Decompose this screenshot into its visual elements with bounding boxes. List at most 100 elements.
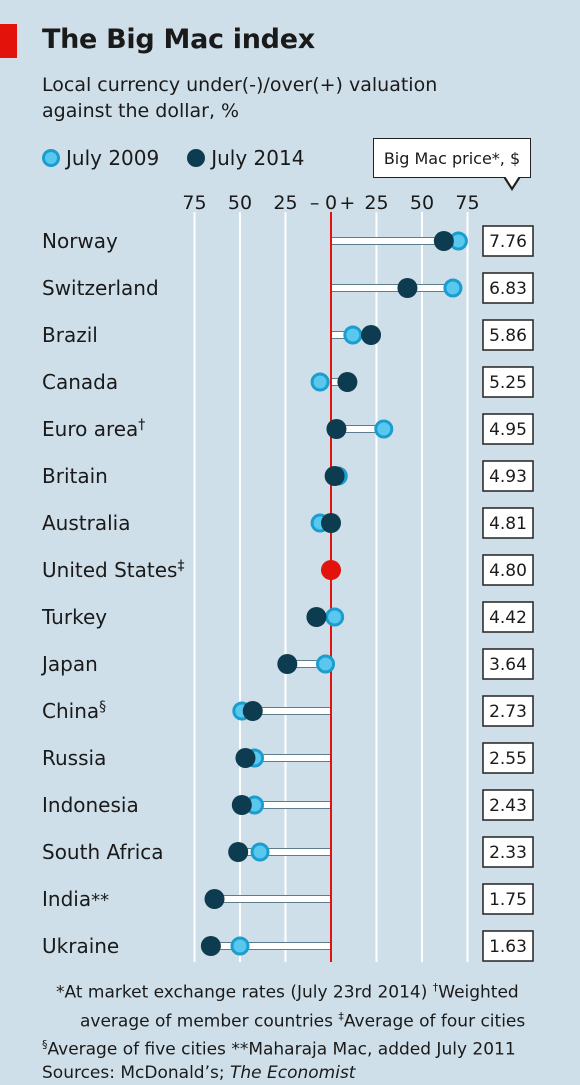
dot-2014: [326, 419, 347, 439]
price-value: 4.93: [489, 467, 527, 487]
price-box: [482, 366, 534, 398]
dot-2014: [361, 325, 382, 345]
dot-2014: [200, 936, 221, 956]
country-label: Turkey: [41, 605, 107, 629]
price-value: 3.64: [489, 655, 527, 675]
dot-us: [321, 560, 341, 580]
circle-icon-2014: [187, 149, 206, 167]
price-box: [482, 836, 534, 868]
x-tick-label: 50: [410, 192, 434, 214]
country-label: Norway: [42, 229, 118, 253]
country-label: United States‡: [42, 558, 184, 582]
footnote-line-2: average of member countries ‡Average of …: [80, 1009, 526, 1032]
x-tick-label: 25: [364, 192, 388, 214]
price-box: [482, 507, 534, 539]
dot-2014: [324, 466, 345, 486]
dot-2014: [337, 372, 358, 392]
dot-2014: [433, 231, 454, 251]
price-box: [482, 460, 534, 492]
price-box: [482, 695, 534, 727]
subtitle-line-2: against the dollar, %: [42, 100, 240, 122]
connector-bar: [210, 942, 332, 950]
price-value: 2.33: [489, 843, 527, 863]
country-label: Japan: [40, 652, 98, 676]
country-label: Canada: [42, 370, 118, 394]
country-label: Britain: [42, 464, 108, 488]
x-tick-label: 50: [228, 192, 252, 214]
price-box: [482, 225, 534, 257]
dot-2009: [343, 325, 363, 345]
chart-title: The Big Mac index: [42, 24, 315, 55]
dot-2014: [277, 654, 298, 674]
legend-label-2014: July 2014: [211, 146, 305, 170]
dot-2014: [204, 889, 225, 909]
circle-icon-2009: [42, 149, 60, 167]
price-box: [482, 601, 534, 633]
price-box: [482, 413, 534, 445]
price-header-box: Big Mac price*, $: [373, 138, 531, 178]
country-label: Russia: [42, 746, 106, 770]
dot-2014: [306, 607, 327, 627]
x-tick-label: 75: [182, 192, 206, 214]
dot-2014: [242, 701, 263, 721]
dot-2009: [374, 419, 394, 439]
x-tick-label: 75: [455, 192, 479, 214]
x-tick-label: +: [339, 192, 355, 214]
price-value: 5.25: [489, 373, 527, 393]
dot-2009: [250, 842, 270, 862]
footnotes: *At market exchange rates (July 23rd 201…: [42, 976, 542, 1085]
price-value: 2.43: [489, 796, 527, 816]
price-value: 4.81: [489, 514, 527, 534]
price-box: [482, 554, 534, 586]
footnote-line-1: *At market exchange rates (July 23rd 201…: [56, 981, 519, 1003]
legend-label-2009: July 2009: [66, 146, 160, 170]
price-box: [482, 648, 534, 680]
country-label: South Africa: [42, 840, 164, 864]
price-box: [482, 742, 534, 774]
price-value: 6.83: [489, 279, 527, 299]
price-value: 2.73: [489, 702, 527, 722]
dot-2014: [397, 278, 418, 298]
price-box: [482, 272, 534, 304]
price-box: [482, 319, 534, 351]
price-box: [482, 883, 534, 915]
country-label: Ukraine: [42, 934, 119, 958]
connector-bar: [330, 284, 454, 292]
price-header-pointer-fill: [505, 176, 519, 187]
subtitle-line-1: Local currency under(-)/over(+) valuatio…: [42, 74, 438, 96]
country-label: China§: [42, 699, 106, 723]
dot-2014: [321, 513, 341, 533]
country-label: Euro area†: [42, 417, 145, 441]
dot-2014: [231, 795, 252, 815]
price-value: 1.63: [489, 937, 527, 957]
price-value: 4.95: [489, 420, 527, 440]
price-value: 2.55: [489, 749, 527, 769]
chart-subtitle: Local currency under(-)/over(+) valuatio…: [42, 72, 437, 124]
dot-2014: [235, 748, 256, 768]
price-value: 5.86: [489, 326, 527, 346]
price-value: 1.75: [489, 890, 527, 910]
price-value: 7.76: [489, 232, 527, 252]
legend-item-2009: July 2009: [42, 146, 159, 170]
country-label: Switzerland: [42, 276, 159, 300]
country-label: Australia: [42, 511, 130, 535]
footnote-line-3: §Average of five cities **Maharaja Mac, …: [42, 1038, 516, 1060]
price-value: 4.80: [489, 561, 527, 581]
dot-2014: [228, 842, 249, 862]
legend: July 2009 July 2014: [42, 146, 332, 170]
legend-item-2014: July 2014: [187, 146, 304, 170]
x-tick-label: 25: [273, 192, 297, 214]
price-box: [482, 789, 534, 821]
dot-2009: [325, 607, 345, 627]
x-tick-label: –: [310, 192, 320, 214]
price-box: [482, 930, 534, 962]
dot-2009: [310, 372, 330, 392]
country-label: Brazil: [42, 323, 98, 347]
dot-2009: [316, 654, 336, 674]
x-tick-label: 0: [325, 192, 337, 214]
price-value: 4.42: [489, 608, 527, 628]
accent-tab: [0, 24, 17, 58]
dot-2009: [443, 278, 463, 298]
country-label: India**: [42, 887, 109, 911]
